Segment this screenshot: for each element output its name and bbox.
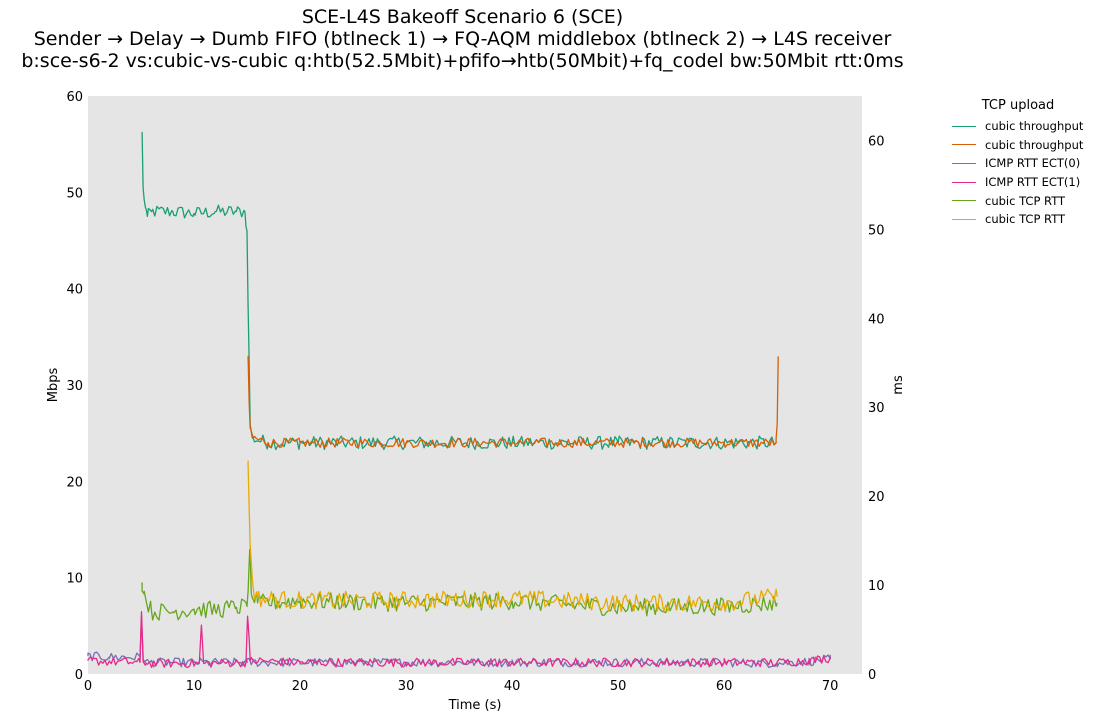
legend-label: cubic throughput <box>985 119 1084 134</box>
chart-title-block: SCE-L4S Bakeoff Scenario 6 (SCE) Sender … <box>0 6 925 72</box>
y-left-tick-label: 20 <box>66 475 83 490</box>
y-right-tick-label: 50 <box>868 223 885 238</box>
legend-item: cubic TCP RTT <box>952 191 1084 210</box>
y-left-tick-label: 0 <box>75 668 83 683</box>
legend-label: cubic throughput <box>985 137 1084 152</box>
legend-swatch <box>952 218 976 220</box>
legend-label: cubic TCP RTT <box>985 212 1066 227</box>
legend-item: ICMP RTT ECT(0) <box>952 154 1084 173</box>
legend-label: ICMP RTT ECT(0) <box>985 156 1081 171</box>
chart-subtitle-config: b:sce-s6-2 vs:cubic-vs-cubic q:htb(52.5M… <box>21 50 904 72</box>
legend-items: cubic throughput cubic throughput ICMP RTT… <box>952 117 1084 229</box>
x-tick-label: 0 <box>84 679 92 694</box>
series-line-5 <box>247 460 778 613</box>
chart-title: SCE-L4S Bakeoff Scenario 6 (SCE) <box>301 6 624 28</box>
x-tick-label: 30 <box>398 679 415 694</box>
y-right-tick-label: 40 <box>868 312 885 327</box>
legend-item: ICMP RTT ECT(1) <box>952 173 1084 192</box>
y-right-tick-label: 10 <box>868 579 885 594</box>
legend-item: cubic throughput <box>952 136 1084 155</box>
legend-label: ICMP RTT ECT(1) <box>985 175 1081 190</box>
y-left-tick-label: 30 <box>66 379 83 394</box>
y-left-tick-label: 10 <box>66 572 83 587</box>
series-line-3 <box>87 611 831 669</box>
y-right-tick-label: 60 <box>868 134 885 149</box>
x-tick-label: 20 <box>292 679 309 694</box>
x-axis-label: Time (s) <box>448 698 502 713</box>
legend-swatch <box>952 144 976 146</box>
ticks-layer: 0 10 20 30 40 50 60 70 0 10 20 30 40 50 60 0 10 20 30 40 50 6… <box>66 90 884 694</box>
legend-label: cubic TCP RTT <box>985 193 1066 208</box>
y-axis-right-label: ms <box>891 375 906 395</box>
series-line-0 <box>141 131 777 451</box>
legend: TCP upload cubic throughput cubic through… <box>952 98 1084 229</box>
plot-area <box>88 96 862 674</box>
y-right-tick-label: 0 <box>868 668 876 683</box>
x-tick-label: 70 <box>822 679 839 694</box>
series-layer <box>87 131 831 669</box>
x-tick-label: 10 <box>186 679 203 694</box>
y-right-tick-label: 30 <box>868 401 885 416</box>
series-line-1 <box>247 355 779 449</box>
legend-title: TCP upload <box>981 98 1055 113</box>
legend-swatch <box>952 125 976 127</box>
legend-item: cubic TCP RTT <box>952 210 1084 229</box>
legend-swatch <box>952 162 976 164</box>
y-axis-left-label: Mbps <box>46 368 61 403</box>
x-tick-label: 50 <box>610 679 627 694</box>
x-tick-label: 60 <box>716 679 733 694</box>
chart-subtitle-path: Sender → Delay → Dumb FIFO (btlneck 1) →… <box>33 28 892 50</box>
legend-item: cubic throughput <box>952 117 1084 136</box>
y-right-tick-label: 20 <box>868 490 885 505</box>
y-left-tick-label: 50 <box>66 186 83 201</box>
legend-swatch <box>952 181 976 183</box>
y-left-tick-label: 40 <box>66 283 83 298</box>
y-left-tick-label: 60 <box>66 90 83 105</box>
legend-swatch <box>952 200 976 202</box>
x-tick-label: 40 <box>504 679 521 694</box>
